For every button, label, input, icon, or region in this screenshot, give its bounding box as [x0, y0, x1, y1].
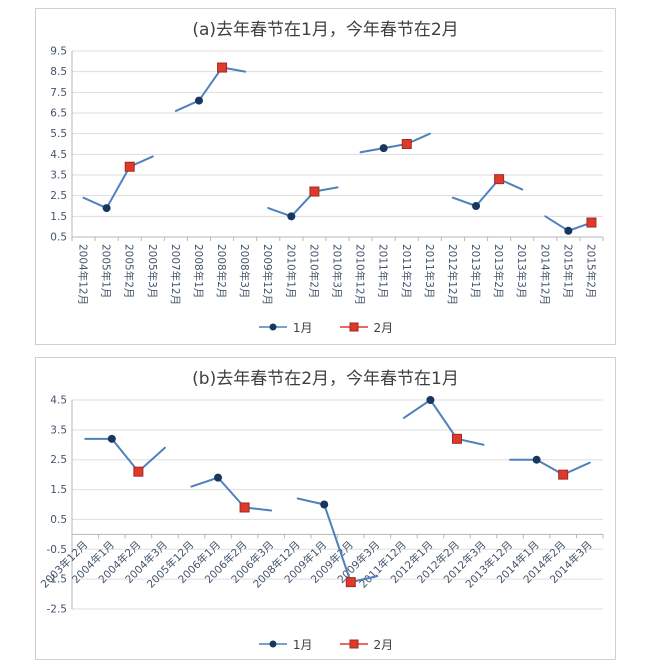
series-line: [190, 476, 273, 512]
x-tick-label: 2005年3月: [146, 244, 159, 298]
feb-marker: [124, 161, 135, 172]
jan-marker: [102, 204, 111, 213]
y-tick-label: 7.5: [50, 87, 67, 99]
chart-a-panel: (a)去年春节在1月，今年春节在2月 0.5 1.5 2.5 3.5 4.5 5.5 6.5…: [35, 8, 616, 345]
y-tick-label: 0.5: [50, 514, 67, 526]
feb-marker: [586, 217, 597, 228]
legend-circle-marker: [269, 323, 277, 331]
y-tick-label: 2.5: [50, 454, 67, 466]
y-tick-label: 1.5: [50, 484, 67, 496]
series-line: [509, 458, 591, 476]
chart-b-legend: 1月 2月: [258, 634, 393, 654]
y-tick-label: -1.5: [47, 574, 68, 586]
x-tick-label: 2013年2月: [492, 244, 505, 298]
legend-label: 1月: [292, 637, 313, 652]
x-tick-label: 2008年2月: [215, 244, 228, 298]
jan-marker: [107, 434, 116, 443]
legend-item-feb: 2月: [339, 636, 394, 653]
x-tick-label: 2009年12月: [261, 244, 274, 305]
feb-marker: [345, 577, 356, 588]
legend-square-marker: [349, 639, 358, 649]
y-tick-label: 4.5: [50, 149, 67, 161]
chart-a-plot: 0.5 1.5 2.5 3.5 4.5 5.5 6.5 7.5 8.5 9.5 2004年12月 20…: [50, 46, 604, 305]
jan-marker: [214, 473, 223, 482]
y-tick-label: 5.5: [50, 128, 67, 140]
x-tick-label: 2004年12月: [77, 244, 90, 305]
x-tick-label: 2010年1月: [284, 244, 297, 298]
y-tick-label: 3.5: [50, 424, 67, 436]
x-tick-label: 2010年3月: [331, 244, 344, 298]
chart-b-plot: -2.5-1.5-0.50.51.52.53.54.52003年12月2004年…: [38, 395, 604, 616]
jan-marker: [194, 96, 203, 105]
series-line: [402, 399, 485, 446]
series-line: [451, 178, 524, 207]
jan-series-line-circle-icon: [258, 323, 287, 331]
jan-marker: [532, 455, 541, 464]
x-tick-label: 2011年2月: [400, 244, 413, 298]
legend-square-marker: [349, 322, 358, 332]
x-tick-label: 2005年1月: [100, 244, 113, 298]
jan-marker: [287, 212, 296, 221]
feb-marker: [401, 139, 412, 149]
series-line: [174, 66, 247, 112]
chart-a-legend: 1月 2月: [258, 317, 393, 337]
x-tick-label: 2010年2月: [307, 244, 320, 298]
x-tick-label: 2007年12月: [169, 244, 182, 305]
jan-marker: [320, 500, 329, 509]
feb-series-line-square-icon: [339, 639, 368, 649]
feb-marker: [309, 186, 320, 197]
chart-b-panel: (b)去年春节在2月，今年春节在1月 -2.5 -1.5 -0.5 0.5 1.5 2.5…: [35, 357, 616, 660]
x-tick-label: 2011年1月: [377, 244, 390, 298]
x-tick-label: 2010年12月: [354, 244, 367, 305]
legend-label: 2月: [373, 320, 394, 335]
x-tick-label: 2008年1月: [192, 244, 205, 298]
jan-series-line-circle-icon: [258, 640, 287, 648]
jan-marker: [426, 396, 435, 404]
jan-marker: [379, 144, 388, 153]
y-tick-label: 1.5: [50, 211, 67, 223]
chart-b-title: (b)去年春节在2月，今年春节在1月: [192, 369, 459, 389]
feb-marker: [558, 469, 569, 480]
feb-marker: [239, 502, 250, 513]
legend-item-feb: 2月: [339, 319, 394, 336]
x-tick-label: 2014年12月: [538, 244, 551, 305]
x-tick-label: 2005年2月: [123, 244, 136, 298]
y-tick-label: 3.5: [50, 170, 67, 182]
x-tick-label: 2011年3月: [423, 244, 436, 298]
y-tick-label: 4.5: [50, 395, 67, 407]
series-line: [82, 155, 154, 210]
x-tick-label: 2012年12月: [446, 244, 459, 305]
series-line: [359, 132, 431, 154]
legend-item-jan: 1月: [258, 636, 313, 653]
y-tick-label: -2.5: [47, 604, 68, 616]
x-tick-label: 2015年2月: [584, 244, 597, 298]
y-tick-label: -0.5: [47, 544, 68, 556]
x-tick-label: 2008年3月: [238, 244, 251, 298]
legend-label: 2月: [373, 637, 394, 652]
y-tick-label: 9.5: [50, 46, 67, 58]
feb-marker: [217, 62, 228, 73]
feb-marker: [133, 466, 144, 477]
feb-marker: [451, 433, 462, 444]
legend-label: 1月: [292, 320, 313, 335]
feb-marker: [494, 174, 505, 185]
chart-a-title: (a)去年春节在1月，今年春节在2月: [192, 20, 459, 40]
legend-circle-marker: [269, 640, 277, 648]
jan-marker: [564, 226, 573, 235]
legend-item-jan: 1月: [258, 319, 313, 336]
y-tick-label: 8.5: [50, 66, 67, 78]
x-tick-label: 2013年3月: [515, 244, 528, 298]
series-line: [296, 497, 379, 584]
x-tick-label: 2013年1月: [469, 244, 482, 298]
x-tick-label: 2015年1月: [561, 244, 574, 298]
series-line: [267, 186, 339, 218]
y-tick-label: 6.5: [50, 108, 67, 120]
series-line: [84, 437, 166, 473]
y-tick-label: 2.5: [50, 190, 67, 202]
feb-series-line-square-icon: [339, 322, 368, 332]
jan-marker: [472, 202, 481, 210]
y-tick-label: 0.5: [50, 232, 67, 244]
